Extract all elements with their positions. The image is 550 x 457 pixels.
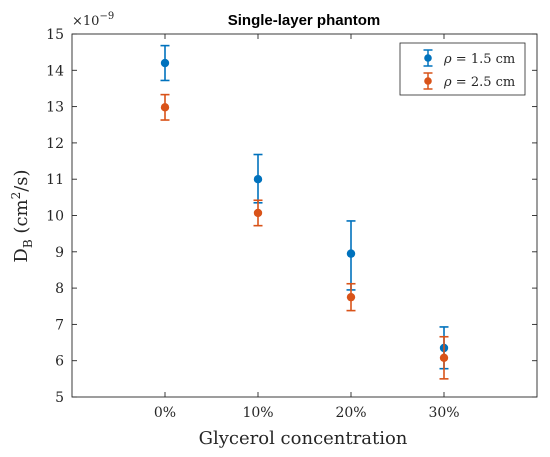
chart-title: Single-layer phantom bbox=[228, 12, 381, 29]
y-tick-label: 12 bbox=[46, 136, 64, 152]
legend-symbol: ρ bbox=[443, 75, 452, 90]
legend: ρ = 1.5 cm ρ = 2.5 cm bbox=[399, 42, 526, 96]
y-tick-label: 5 bbox=[55, 390, 64, 406]
y-tick-label: 7 bbox=[55, 317, 64, 333]
legend-marker-point bbox=[424, 54, 432, 62]
legend-marker-point bbox=[424, 77, 432, 85]
y-tick-label: 10 bbox=[46, 209, 64, 225]
y-tick-label: 15 bbox=[46, 27, 64, 43]
legend-item-series-2: ρ = 2.5 cm bbox=[423, 72, 515, 90]
y-tick-label: 6 bbox=[55, 354, 64, 370]
legend-item-series-1: ρ = 1.5 cm bbox=[423, 49, 515, 67]
y-tick-label: 11 bbox=[46, 172, 64, 188]
x-tick-label: 10% bbox=[242, 405, 273, 421]
y-tick-label: 13 bbox=[46, 100, 64, 116]
x-tick-label: 20% bbox=[335, 405, 366, 421]
y-tick-label: 9 bbox=[55, 245, 64, 261]
data-point bbox=[160, 103, 170, 112]
y-tick-label: 14 bbox=[46, 63, 64, 79]
y-label-unit-open: (cm bbox=[11, 199, 32, 239]
data-point bbox=[253, 208, 263, 218]
y-label-unit-superscript: 2 bbox=[9, 192, 23, 200]
data-point bbox=[253, 175, 263, 184]
data-point bbox=[160, 58, 170, 68]
y-tick-label: 8 bbox=[55, 281, 64, 297]
data-point bbox=[439, 353, 449, 362]
legend-box bbox=[399, 42, 526, 96]
data-marks bbox=[160, 44, 449, 380]
legend-label: = 2.5 cm bbox=[452, 75, 516, 90]
legend-symbol: ρ bbox=[443, 52, 452, 67]
data-point bbox=[346, 249, 356, 258]
x-axis-label: Glycerol concentration bbox=[199, 428, 408, 449]
x-tick-label: 30% bbox=[428, 405, 459, 421]
ticks: 5 6 7 8 9 10 11 12 13 14 15 0% 10% 20% 30% bbox=[46, 27, 537, 421]
svg-text:DB (cm2/s): DB (cm2/s) bbox=[9, 169, 35, 262]
y-label-unit-close: /s) bbox=[11, 169, 32, 191]
svg-text:ρ = 1.5 cm: ρ = 1.5 cm bbox=[443, 52, 515, 67]
y-label-subscript: B bbox=[21, 239, 35, 248]
series-1 bbox=[160, 44, 449, 370]
y-multiplier: ×10−9 bbox=[72, 11, 114, 29]
series-2 bbox=[160, 93, 449, 380]
y-multiplier-exponent: −9 bbox=[99, 11, 114, 22]
legend-label: = 1.5 cm bbox=[452, 52, 516, 67]
svg-text:×10−9: ×10−9 bbox=[72, 11, 114, 29]
svg-text:ρ = 2.5 cm: ρ = 2.5 cm bbox=[443, 75, 515, 90]
y-label-main: D bbox=[11, 248, 32, 262]
y-axis-label: DB (cm2/s) bbox=[9, 169, 35, 262]
data-point bbox=[346, 292, 356, 302]
x-tick-label: 0% bbox=[154, 405, 176, 421]
y-multiplier-base: ×10 bbox=[72, 14, 99, 29]
